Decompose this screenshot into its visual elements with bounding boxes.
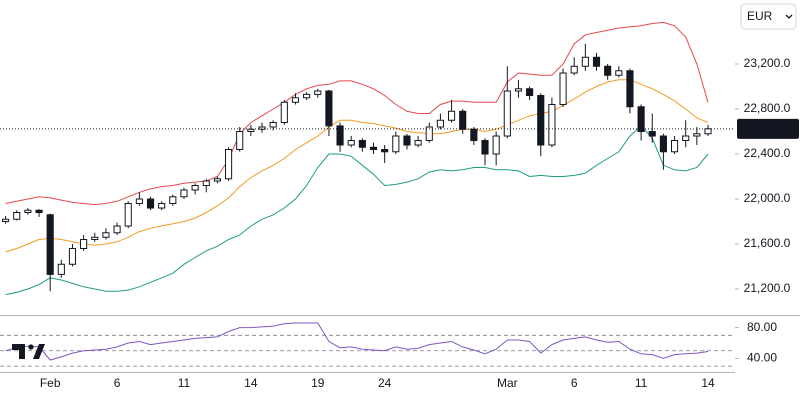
last-price-label: 22,624.0 bbox=[744, 121, 791, 135]
candle-body bbox=[314, 90, 322, 95]
candle-body bbox=[236, 131, 244, 151]
dropdown-chevron[interactable] bbox=[785, 14, 793, 19]
y-tick-label: 80.00 bbox=[747, 320, 777, 334]
logo bbox=[12, 344, 45, 359]
logo-dot bbox=[28, 344, 34, 350]
candle-body bbox=[581, 56, 589, 67]
y-tick-label: 21,600.0 bbox=[744, 236, 791, 250]
candle-body bbox=[146, 198, 155, 209]
y-tick-label: 22,000.0 bbox=[744, 191, 791, 205]
candle-body bbox=[693, 133, 701, 137]
band-line bbox=[5, 125, 709, 296]
candle-body bbox=[392, 135, 400, 153]
candle-body bbox=[414, 140, 422, 146]
candle-body bbox=[124, 203, 132, 227]
candle-body bbox=[347, 140, 355, 146]
candle-body bbox=[526, 88, 534, 97]
candle-body bbox=[258, 126, 266, 130]
candle-body bbox=[447, 110, 456, 121]
candle-body bbox=[325, 90, 333, 127]
x-tick-label: Mar bbox=[497, 376, 518, 390]
candle-body bbox=[169, 196, 177, 205]
x-tick-label: 14 bbox=[244, 376, 258, 390]
candle-body bbox=[269, 122, 277, 128]
candle-body bbox=[369, 146, 378, 151]
x-tick-label: Feb bbox=[40, 376, 61, 390]
logo-shape bbox=[33, 344, 45, 359]
candle-body bbox=[135, 198, 143, 205]
candle-body bbox=[381, 149, 389, 153]
candle-body bbox=[615, 70, 623, 76]
y-tick-label: 21,200.0 bbox=[744, 281, 791, 295]
candle-body bbox=[57, 263, 65, 275]
candle-body bbox=[225, 149, 233, 180]
logo-shape bbox=[12, 344, 25, 359]
candle-body bbox=[180, 189, 188, 198]
rsi-line bbox=[5, 322, 709, 361]
candle-body bbox=[704, 128, 712, 135]
candle-body bbox=[158, 203, 166, 209]
candle-body bbox=[280, 101, 288, 124]
candle-body bbox=[2, 218, 10, 223]
band-line bbox=[5, 79, 709, 253]
candle-body bbox=[202, 180, 210, 187]
dropdown-box[interactable] bbox=[740, 3, 797, 30]
candle-body bbox=[559, 72, 567, 106]
currency-label[interactable]: EUR bbox=[747, 9, 773, 23]
last-price-box bbox=[737, 118, 799, 139]
y-tick-label: 22,800.0 bbox=[744, 101, 791, 115]
y-tick-label: 40.00 bbox=[747, 351, 777, 365]
x-tick-label: 11 bbox=[178, 376, 191, 390]
candle-body bbox=[503, 90, 511, 137]
y-tick-label: 22,400.0 bbox=[744, 146, 791, 160]
candle-body bbox=[514, 88, 523, 92]
candle-body bbox=[247, 128, 255, 133]
candle-body bbox=[24, 209, 32, 214]
candle-body bbox=[425, 126, 433, 142]
candle-body bbox=[13, 212, 21, 220]
candle-body bbox=[102, 232, 110, 238]
candle-body bbox=[648, 131, 656, 137]
candle-body bbox=[303, 93, 311, 99]
candle-body bbox=[358, 140, 366, 148]
x-tick-label: 6 bbox=[114, 376, 121, 390]
candle-body bbox=[80, 239, 88, 250]
x-tick-label: 6 bbox=[571, 376, 578, 390]
candle-body bbox=[492, 135, 500, 155]
candle-body bbox=[403, 135, 411, 146]
candle-body bbox=[481, 140, 489, 155]
x-tick-label: 11 bbox=[635, 376, 648, 390]
candle-body bbox=[537, 95, 545, 146]
candle-body bbox=[548, 104, 556, 146]
candle-body bbox=[626, 70, 634, 108]
candle-body bbox=[670, 140, 679, 153]
candle-body bbox=[68, 248, 77, 265]
band-line bbox=[5, 21, 709, 206]
candle-body bbox=[436, 119, 444, 128]
x-tick-label: 19 bbox=[311, 376, 325, 390]
candle-body bbox=[470, 128, 478, 142]
currency-dropdown[interactable]: EUR bbox=[740, 3, 797, 30]
candle-body bbox=[291, 97, 300, 103]
candle-body bbox=[91, 236, 99, 241]
candle-body bbox=[659, 135, 667, 153]
candle-body bbox=[113, 225, 121, 234]
x-tick-label: 14 bbox=[701, 376, 715, 390]
candle-body bbox=[604, 65, 612, 76]
x-tick-label: 24 bbox=[378, 376, 392, 390]
candle-body bbox=[637, 106, 645, 133]
candle-body bbox=[592, 56, 601, 67]
y-tick-label: 23,200.0 bbox=[744, 56, 791, 70]
candle-body bbox=[213, 178, 221, 182]
candle-body bbox=[336, 125, 344, 146]
candle-body bbox=[191, 185, 199, 191]
candle-body bbox=[459, 110, 467, 130]
candle-body bbox=[46, 214, 54, 275]
candle-body bbox=[35, 209, 43, 214]
candle-body bbox=[682, 135, 690, 142]
candle-body bbox=[570, 65, 578, 74]
